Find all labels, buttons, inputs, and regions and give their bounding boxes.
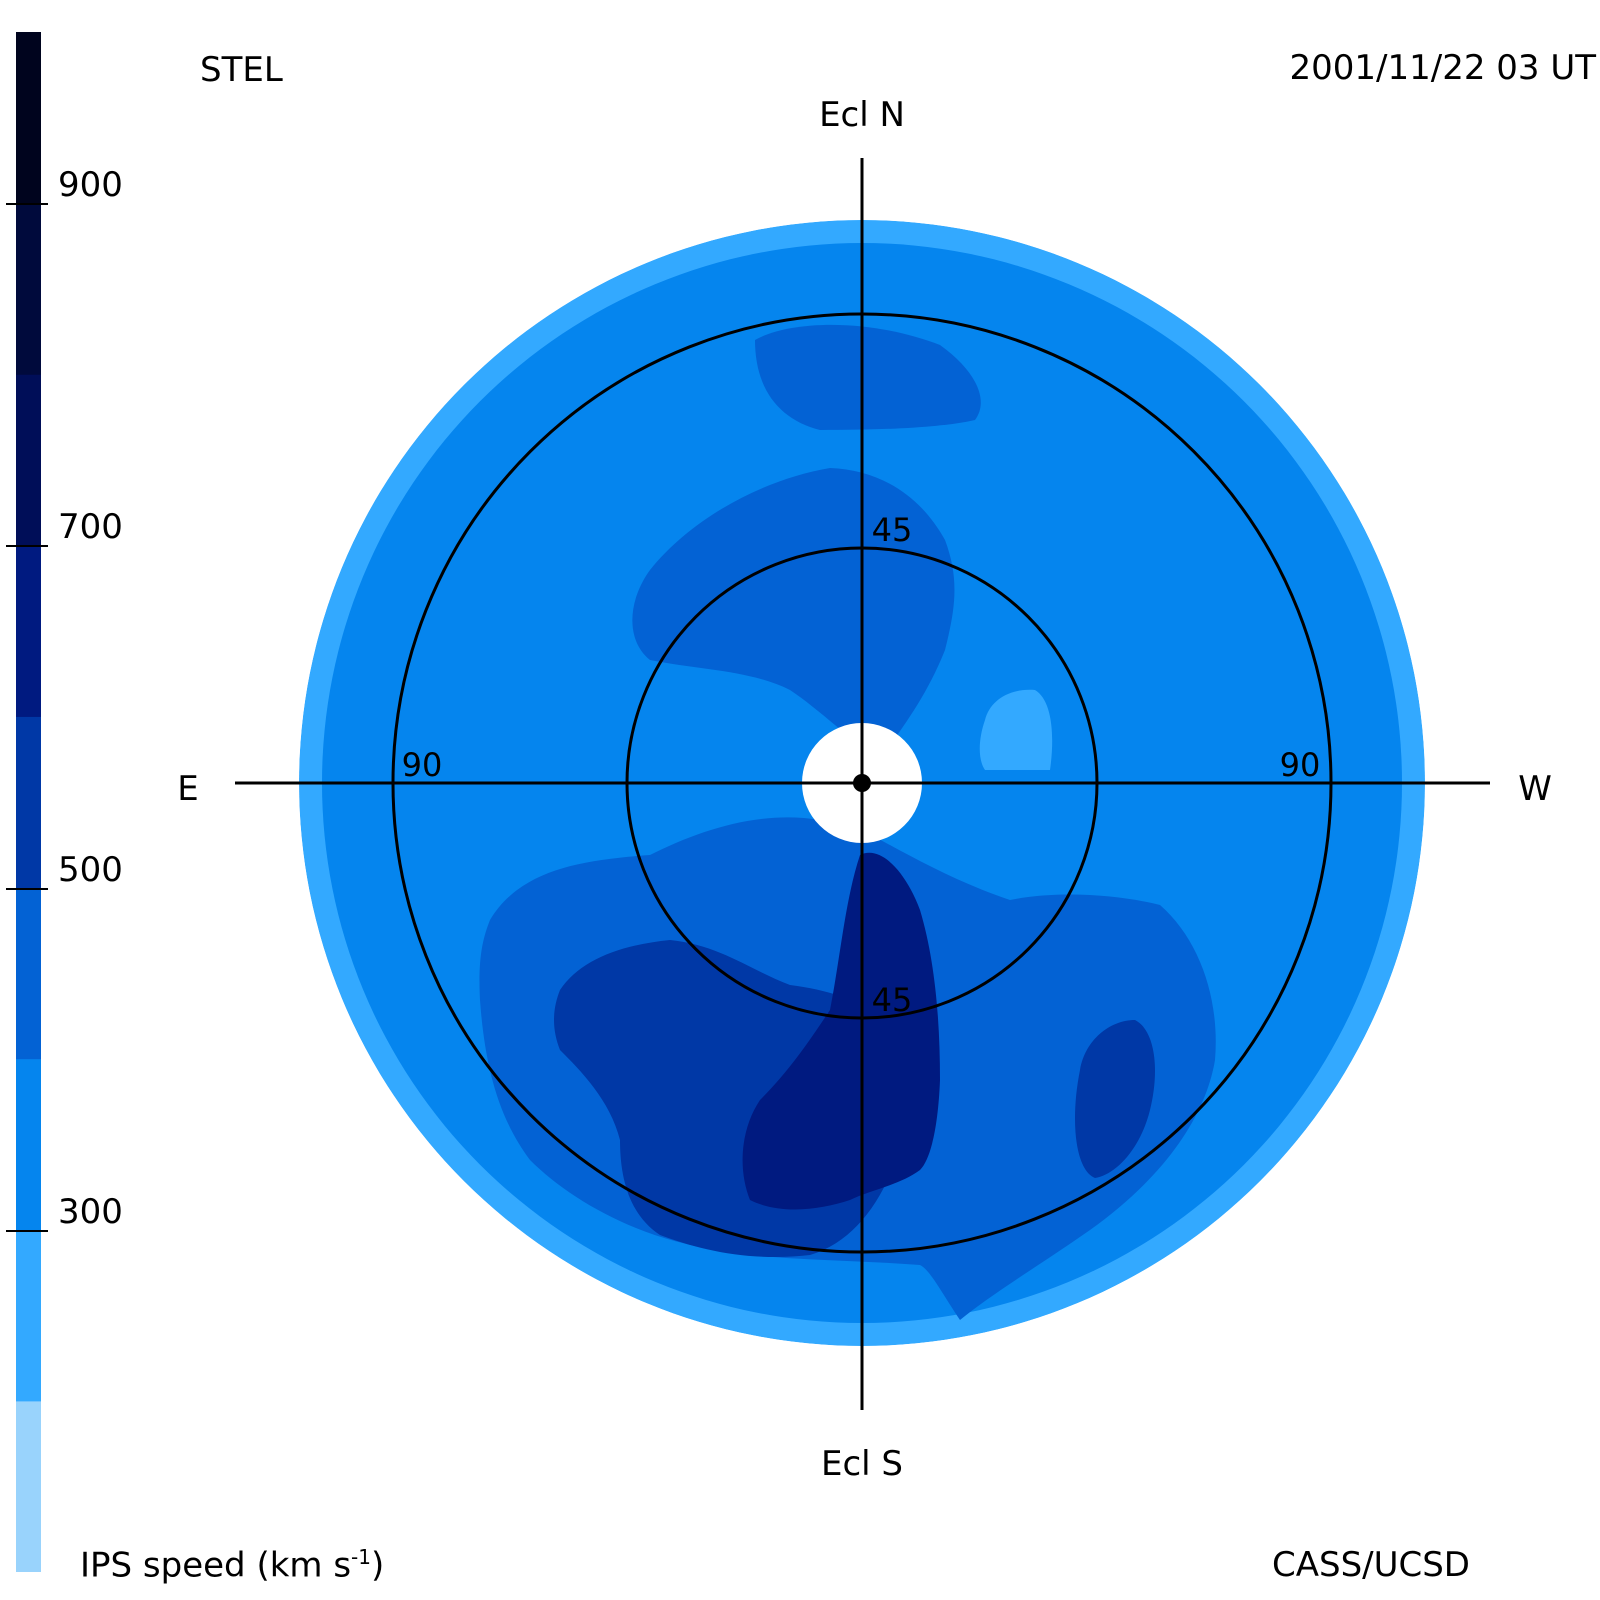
colorbar	[16, 32, 41, 1572]
colorbar-tick-label-500: 500	[58, 849, 123, 890]
colorbar-level-7	[16, 203, 41, 375]
colorbar-title: IPS speed (km s-1)	[80, 1545, 384, 1585]
colorbar-level-6	[16, 374, 41, 546]
region-south-core	[742, 852, 940, 1210]
region-west-small-patch	[979, 689, 1053, 770]
label-west: W	[1518, 769, 1552, 809]
region-north-patch	[755, 324, 981, 430]
colorbar-tick-label-700: 700	[58, 507, 123, 548]
region-southwest-patch	[1075, 1020, 1155, 1178]
colorbar-level-4	[16, 716, 41, 889]
ring-label-45-north: 45	[872, 511, 913, 549]
colorbar-tick-300	[6, 1229, 48, 1232]
colorbar-level-8	[16, 32, 41, 204]
ring-label-45-south: 45	[872, 981, 913, 1019]
colorbar-level-2	[16, 1058, 41, 1231]
sun-center-dot	[853, 774, 871, 792]
timestamp-label: 2001/11/22 03 UT	[1289, 48, 1597, 88]
colorbar-tick-label-300: 300	[58, 1191, 123, 1232]
colorbar-title-end: )	[371, 1545, 385, 1586]
credit-label: CASS/UCSD	[1271, 1545, 1470, 1585]
ring-label-90-west: 90	[1280, 746, 1321, 784]
colorbar-level-5	[16, 545, 41, 717]
label-north: Ecl N	[819, 95, 905, 135]
colorbar-level-3	[16, 887, 41, 1060]
data-source-label: STEL	[200, 50, 283, 90]
colorbar-level-1	[16, 1229, 41, 1402]
ring-label-90-east: 90	[402, 746, 443, 784]
colorbar-title-text: IPS speed (km s	[80, 1545, 352, 1586]
colorbar-level-0	[16, 1400, 41, 1572]
colorbar-title-sup: -1	[351, 1545, 371, 1569]
colorbar-tick-900	[6, 203, 48, 206]
colorbar-tick-500	[6, 887, 48, 890]
colorbar-tick-700	[6, 545, 48, 548]
label-south: Ecl S	[821, 1444, 903, 1484]
label-east: E	[177, 769, 198, 809]
colorbar-tick-label-900: 900	[58, 165, 123, 206]
region-north-center-band	[632, 468, 955, 760]
